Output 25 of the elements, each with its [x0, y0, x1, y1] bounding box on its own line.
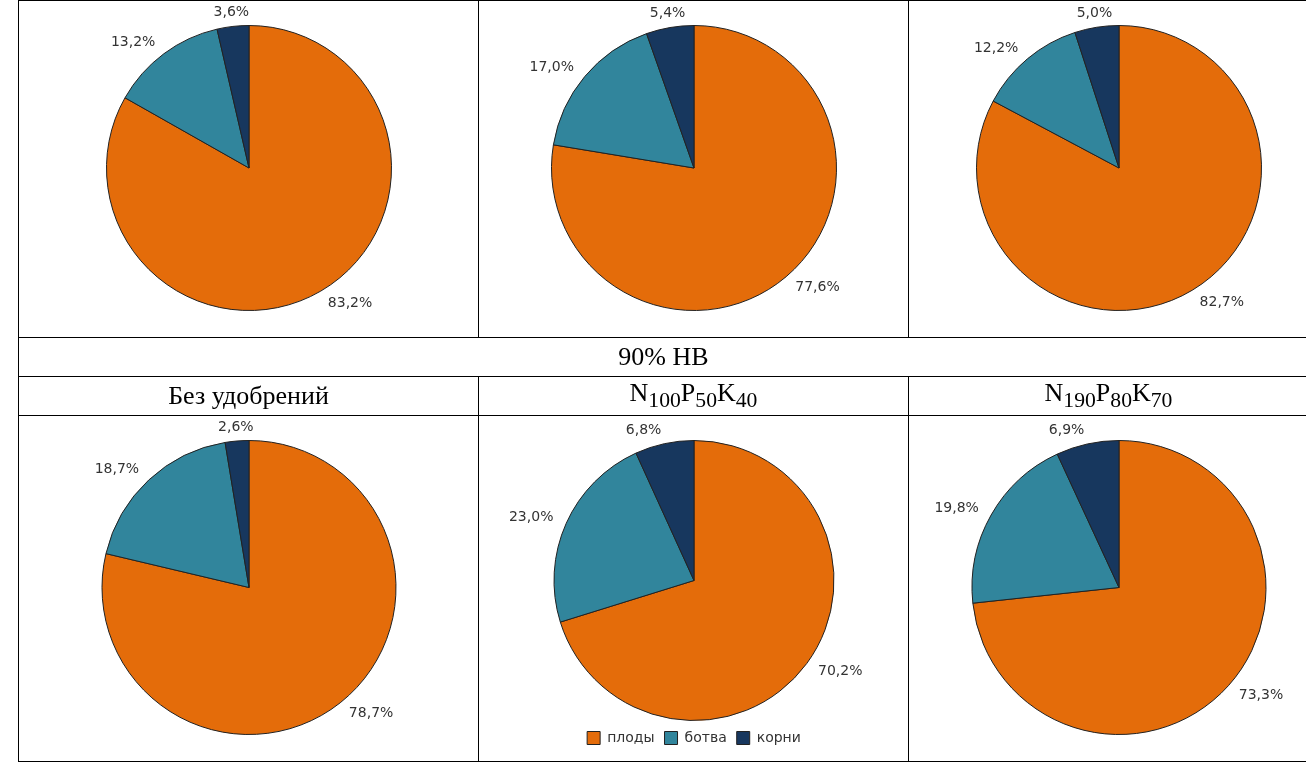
data-label: 18,7% — [94, 460, 139, 477]
legend-label: плоды — [606, 728, 655, 745]
chart-title: Без удобрений — [18, 376, 479, 416]
data-label: 13,2% — [110, 33, 155, 50]
data-label: 3,6% — [213, 3, 249, 20]
legend-label: ботва — [684, 728, 727, 745]
data-label: 83,2% — [327, 293, 372, 310]
data-label: 6,9% — [1048, 420, 1085, 437]
data-label: 5,4% — [649, 4, 685, 21]
data-label: 82,7% — [1199, 292, 1245, 309]
legend-label: корни — [756, 728, 801, 745]
data-label: 19,8% — [934, 498, 979, 515]
data-label: 77,6% — [794, 277, 840, 294]
data-label: 23,0% — [508, 508, 553, 525]
data-label: 73,3% — [1238, 685, 1284, 702]
data-label: 17,0% — [529, 58, 574, 75]
data-label: 70,2% — [817, 662, 862, 679]
text: 90% НВ — [18, 337, 1306, 377]
data-label: 12,2% — [973, 38, 1019, 55]
chart-title: N$_{190}$P$_{80}$K$_{70}$ — [908, 376, 1306, 416]
data-label: 6,8% — [625, 420, 661, 437]
data-label: 2,6% — [217, 417, 254, 434]
chart-title: N$_{100}$P$_{50}$K$_{40}$ — [478, 376, 909, 416]
data-label: 5,0% — [1076, 4, 1113, 21]
data-label: 78,7% — [348, 704, 393, 721]
